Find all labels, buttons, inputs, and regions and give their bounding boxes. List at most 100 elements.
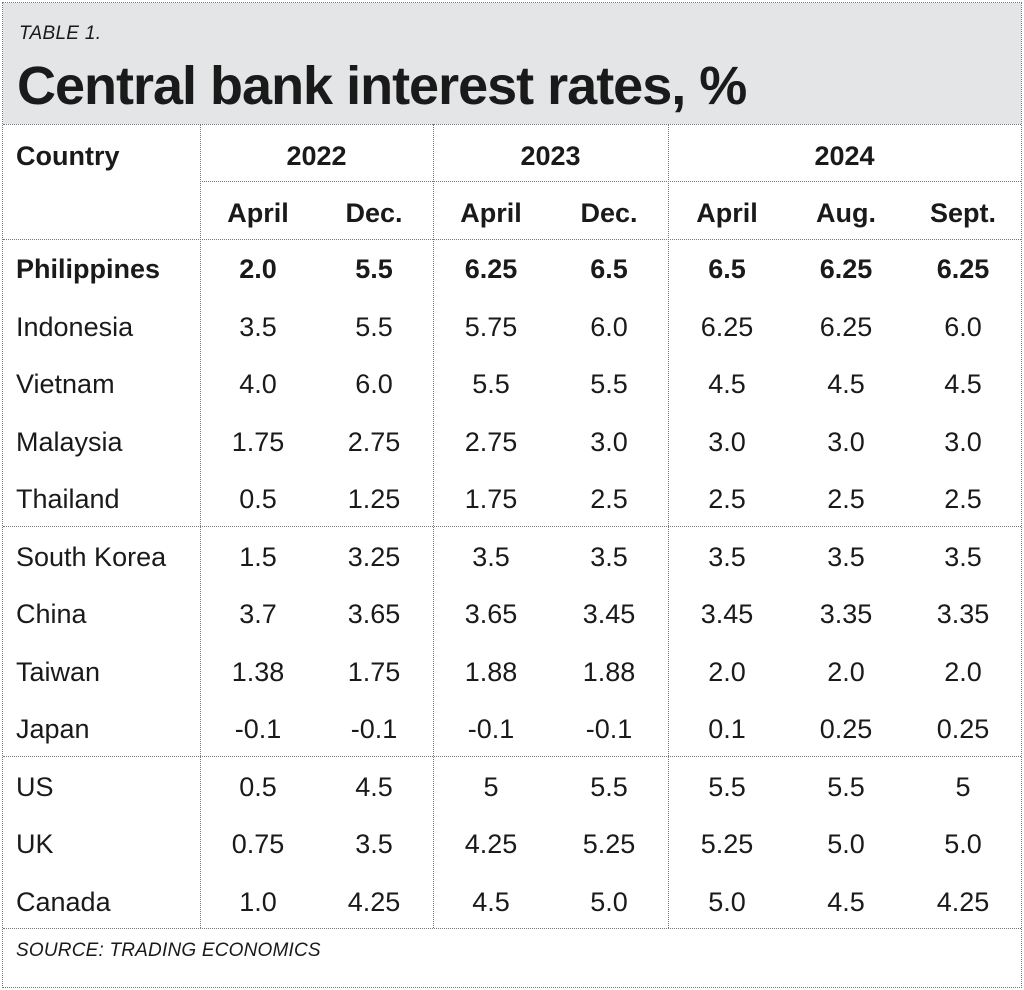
rate-cell: 6.5 [590, 254, 628, 284]
month-header: Dec. [580, 198, 638, 228]
rate-cell: 1.0 [239, 886, 277, 917]
rate-cell: 3.5 [239, 311, 277, 342]
month-header: April [696, 198, 758, 228]
country-cell: Taiwan [16, 656, 101, 687]
rate-cell: 3.0 [827, 426, 865, 457]
rate-cell: 6.0 [944, 311, 982, 342]
rate-cell: 3.35 [819, 599, 873, 629]
month-header: Sept. [929, 198, 996, 228]
rate-cell: 2.5 [827, 484, 865, 514]
rate-cell: 6.25 [464, 254, 518, 284]
rate-cell: 2.5 [708, 484, 746, 514]
rate-cell: 6.0 [590, 311, 628, 342]
rate-cell: 5 [483, 771, 499, 802]
rate-cell: 1.75 [347, 656, 401, 687]
year-underline [200, 181, 1021, 182]
rate-cell: 3.7 [239, 599, 277, 629]
rate-cell: 6.25 [700, 311, 754, 342]
rate-cell: 3.35 [936, 599, 990, 629]
column-divider-2 [433, 124, 434, 928]
rate-cell: 0.5 [239, 771, 277, 802]
rate-cell: 4.5 [827, 369, 865, 399]
rate-cell: 1.38 [231, 656, 285, 687]
country-cell: Indonesia [16, 311, 134, 342]
rate-cell: 4.5 [944, 369, 982, 399]
rate-cell: 4.25 [464, 829, 518, 859]
table-label: TABLE 1. [19, 23, 102, 44]
group-divider-2 [3, 756, 1021, 757]
rate-cell: 1.88 [464, 656, 518, 687]
year-header-2022: 2022 [286, 141, 347, 171]
rate-cell: 3.25 [347, 541, 401, 572]
column-header-bottom-rule [3, 239, 1021, 240]
rate-cell: 3.0 [708, 426, 746, 457]
rate-cell: 4.0 [239, 369, 277, 399]
table-title: Central bank interest rates, % [17, 56, 747, 116]
rate-cell: 5.5 [827, 771, 865, 802]
country-cell: South Korea [16, 541, 167, 572]
country-cell: UK [16, 829, 54, 859]
rate-cell: 2.5 [944, 484, 982, 514]
rate-cell: 5.5 [355, 254, 393, 284]
rate-cell: 3.5 [472, 541, 510, 572]
rate-cell: 3.45 [582, 599, 636, 629]
month-header: April [227, 198, 289, 228]
rate-cell: 1.5 [239, 541, 277, 572]
rate-cell: 2.0 [239, 254, 277, 284]
rate-cell: 1.25 [347, 484, 401, 514]
rate-cell: 3.0 [590, 426, 628, 457]
rate-cell: -0.1 [350, 714, 398, 744]
rate-cell: 5 [955, 771, 971, 802]
rate-cell: 3.65 [347, 599, 401, 629]
rate-cell: 0.25 [936, 714, 990, 744]
rate-cell: 5.5 [472, 369, 510, 399]
rate-cell: 5.0 [944, 829, 982, 859]
country-cell: China [16, 599, 87, 629]
rate-cell: 0.5 [239, 484, 277, 514]
rate-cell: 4.5 [827, 886, 865, 917]
rate-cell: 6.0 [355, 369, 393, 399]
rate-cell: 3.5 [944, 541, 982, 572]
table-header: TABLE 1. Central bank interest rates, % [3, 3, 1021, 124]
rate-cell: 4.5 [472, 886, 510, 917]
country-cell: US [16, 771, 54, 802]
source-note: SOURCE: TRADING ECONOMICS [16, 940, 321, 961]
rate-cell: 5.5 [590, 771, 628, 802]
year-header-2023: 2023 [520, 141, 581, 171]
rate-cell: -0.1 [585, 714, 633, 744]
rate-cell: 5.0 [590, 886, 628, 917]
rate-cell: 4.5 [708, 369, 746, 399]
table-bottom-rule [3, 928, 1021, 929]
country-cell: Vietnam [16, 369, 115, 399]
rate-cell: 3.0 [944, 426, 982, 457]
rate-cell: 3.5 [708, 541, 746, 572]
rate-cell: 3.5 [590, 541, 628, 572]
rate-cell: 0.25 [819, 714, 873, 744]
rate-cell: 5.5 [708, 771, 746, 802]
column-header-country: Country [16, 141, 120, 171]
rate-cell: 5.75 [464, 311, 518, 342]
rate-cell: 4.25 [936, 886, 990, 917]
month-header: Aug. [816, 198, 876, 228]
rate-cell: 1.75 [231, 426, 285, 457]
country-cell: Philippines [16, 254, 161, 284]
rate-cell: 3.5 [827, 541, 865, 572]
rate-cell: 6.25 [819, 254, 873, 284]
country-cell: Canada [16, 886, 111, 917]
rate-cell: 3.45 [700, 599, 754, 629]
rate-cell: 1.75 [464, 484, 518, 514]
rate-cell: 2.0 [827, 656, 865, 687]
country-cell: Thailand [16, 484, 120, 514]
rate-cell: 3.5 [355, 829, 393, 859]
column-divider-1 [200, 124, 201, 928]
rate-cell: 2.75 [347, 426, 401, 457]
rate-cell: 0.1 [708, 714, 746, 744]
group-divider-1 [3, 526, 1021, 527]
rate-cell: -0.1 [467, 714, 515, 744]
year-header-2024: 2024 [814, 141, 875, 171]
rate-cell: -0.1 [234, 714, 282, 744]
rate-cell: 2.5 [590, 484, 628, 514]
rate-cell: 2.75 [464, 426, 518, 457]
rate-cell: 2.0 [708, 656, 746, 687]
